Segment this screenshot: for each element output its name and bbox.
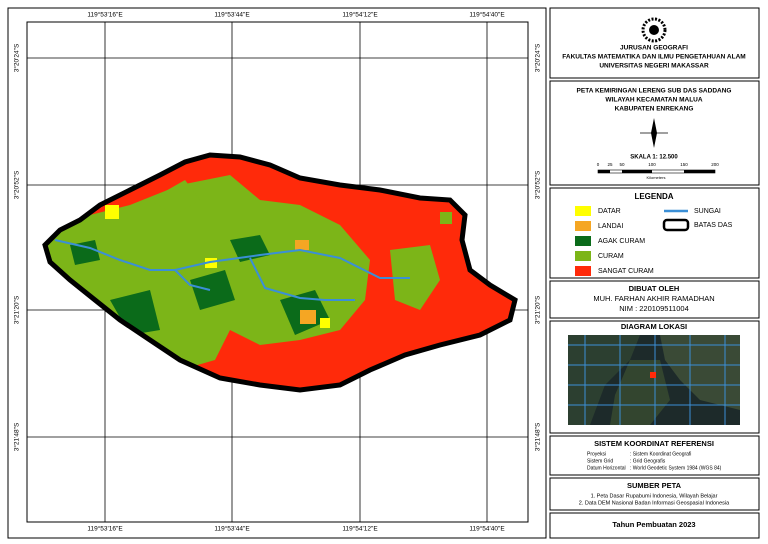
crs-key: Datum Horizontal	[587, 465, 626, 471]
map-title: KABUPATEN ENREKANG	[615, 106, 694, 113]
crs-title: SISTEM KOORDINAT REFERENSI	[594, 439, 714, 448]
scale-tick-label: 150	[680, 162, 688, 167]
longitude-label: 119°53'44"E	[214, 525, 250, 533]
legend: DATAR LANDAI AGAK CURAM CURAM SANGAT CURAM SU…	[575, 206, 733, 276]
latitude-label: 3°21'48"S	[13, 422, 21, 451]
sources-list: 1. Peta Dasar Rupabumi Indonesia, Wilaya…	[579, 493, 730, 506]
scale-unit: Kilometers	[647, 175, 666, 180]
latitude-label: 3°20'24"S	[534, 43, 542, 72]
location-title: DIAGRAM LOKASI	[621, 322, 687, 331]
scale-text: SKALA 1: 12.500	[630, 155, 678, 161]
legend-label: BATAS DAS	[694, 222, 733, 229]
scale-tick-label: 200	[711, 162, 719, 167]
source-item: 2. Data DEM Nasional Badan Informasi Geo…	[579, 500, 730, 506]
latitude-label: 3°20'52"S	[13, 170, 21, 199]
scale-tick-label: 50	[619, 162, 625, 167]
longitude-label: 119°53'16"E	[87, 11, 123, 19]
maker-title: DIBUAT OLEH	[629, 284, 680, 293]
legend-label: DATAR	[598, 208, 621, 215]
legend-label: AGAK CURAM	[598, 238, 645, 245]
longitude-label: 119°54'12"E	[342, 525, 378, 533]
location-diagram	[568, 335, 740, 425]
scale-tick-label: 0	[597, 162, 600, 167]
coordinate-labels: 119°53'16"E 119°53'44"E 119°54'12"E 119°54'…	[13, 11, 542, 533]
legend-title: LEGENDA	[634, 192, 673, 201]
legend-swatch	[575, 251, 591, 261]
crs-table: Proyeksi : Sistem Koordinat Geografi Siste…	[587, 451, 722, 471]
source-item: 1. Peta Dasar Rupabumi Indonesia, Wilaya…	[591, 493, 718, 499]
legend-swatch	[575, 236, 591, 246]
maker-nim: NIM : 220109511004	[619, 304, 689, 313]
logo	[641, 17, 667, 43]
legend-swatch	[575, 221, 591, 231]
latitude-label: 3°20'52"S	[534, 170, 542, 199]
crs-key: Proyeksi	[587, 451, 606, 457]
longitude-label: 119°53'16"E	[87, 525, 123, 533]
crs-value: : World Geodetic System 1984 (WGS 84)	[630, 465, 722, 471]
longitude-label: 119°53'44"E	[214, 11, 250, 19]
crs-value: : Grid Geografis	[630, 458, 666, 464]
latitude-label: 3°21'20"S	[13, 295, 21, 324]
legend-label: SANGAT CURAM	[598, 268, 654, 275]
scale-bar: 0 25 50 100 150 200	[597, 162, 719, 174]
legend-label: SUNGAI	[694, 208, 721, 215]
longitude-label: 119°54'40"E	[469, 11, 505, 19]
legend-outline	[662, 218, 690, 232]
sources-title: SUMBER PETA	[627, 481, 682, 490]
scale-tick-label: 25	[607, 162, 613, 167]
map-title: PETA KEMIRINGAN LERENG SUB DAS SADDANG	[577, 88, 732, 95]
map-title: WILAYAH KECAMATAN MALUA	[605, 97, 702, 104]
north-arrow	[640, 118, 668, 148]
latitude-label: 3°20'24"S	[13, 43, 21, 72]
longitude-label: 119°54'12"E	[342, 11, 378, 19]
crs-key: Sistem Grid	[587, 458, 613, 464]
maker-name: MUH. FARHAN AKHIR RAMADHAN	[593, 294, 714, 303]
header-line: JURUSAN GEOGRAFI	[620, 45, 688, 52]
legend-label: CURAM	[598, 253, 624, 260]
scale-tick-label: 100	[648, 162, 656, 167]
header-line: FAKULTAS MATEMATIKA DAN ILMU PENGETAHUAN…	[562, 54, 745, 61]
latitude-label: 3°21'48"S	[534, 422, 542, 451]
legend-swatch	[575, 206, 591, 216]
latitude-label: 3°21'20"S	[534, 295, 542, 324]
crs-value: : Sistem Koordinat Geografi	[630, 451, 691, 457]
legend-label: LANDAI	[598, 223, 623, 230]
longitude-label: 119°54'40"E	[469, 525, 505, 533]
legend-swatch	[575, 266, 591, 276]
year: Tahun Pembuatan 2023	[612, 520, 695, 529]
header-line: UNIVERSITAS NEGERI MAKASSAR	[599, 63, 709, 70]
rivers	[54, 239, 410, 301]
